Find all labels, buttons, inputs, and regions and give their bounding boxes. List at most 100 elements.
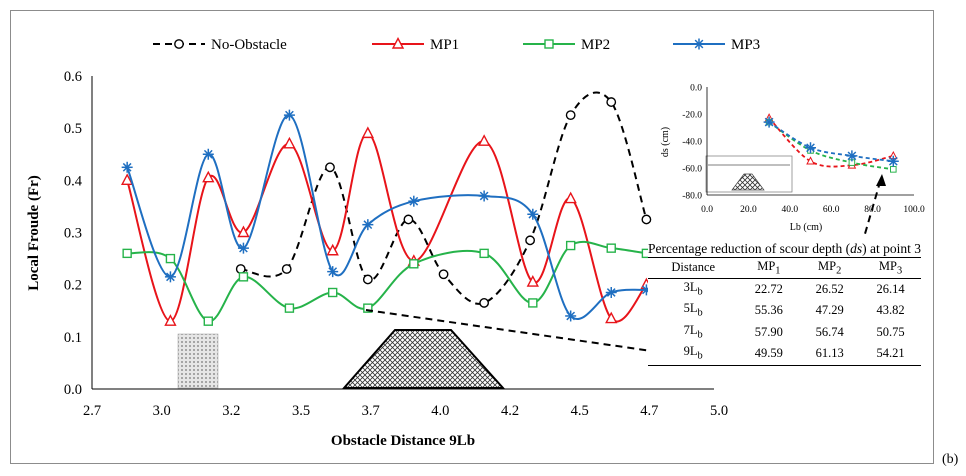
data-point-mp2 <box>203 316 213 326</box>
table-title: Percentage reduction of scour depth (ds)… <box>648 241 921 256</box>
data-point-mp1 <box>605 311 618 324</box>
data-point-mp2 <box>327 287 338 298</box>
inset-y-tick-label: -40.0 <box>682 138 702 148</box>
data-point-no-obstacle <box>479 298 490 308</box>
legend-label: No-Obstacle <box>211 37 287 53</box>
data-point-mp2 <box>409 259 419 269</box>
data-point-mp2 <box>606 243 616 253</box>
legend-label: MP2 <box>581 37 610 53</box>
data-point-no-obstacle <box>438 269 449 280</box>
inset-x-label: Lb (cm) <box>790 222 823 233</box>
y-tick-label: 0.1 <box>64 330 82 346</box>
legend-marker-icon <box>693 38 705 50</box>
data-point-mp3 <box>408 195 420 207</box>
inset-y-tick-label: -80.0 <box>682 192 702 202</box>
legend-marker-icon <box>544 39 554 49</box>
data-point-mp3 <box>605 286 617 298</box>
inset-x-tick-label: 20.0 <box>740 205 757 215</box>
data-point-mp3 <box>527 208 539 220</box>
data-point-mp3 <box>164 271 176 283</box>
data-point-mp1 <box>564 191 577 204</box>
data-point-mp2 <box>122 248 132 259</box>
x-tick-label: 3.2 <box>222 403 240 419</box>
inset-series-mp1 <box>768 117 894 168</box>
data-point-mp1 <box>326 243 339 256</box>
data-point-mp1 <box>526 275 539 287</box>
inset-x-tick-label: 100.0 <box>903 205 925 215</box>
x-tick-label: 4.0 <box>431 403 449 419</box>
x-axis-label: Obstacle Distance 9Lb <box>331 433 475 449</box>
inset-x-tick-label: 0.0 <box>701 205 713 215</box>
series-layer <box>120 91 653 326</box>
x-tick-label: 5.0 <box>710 403 728 419</box>
data-point-mp3 <box>327 266 339 278</box>
data-point-mp3 <box>478 190 490 202</box>
data-point-mp1 <box>120 173 134 186</box>
data-point-no-obstacle <box>325 162 335 173</box>
header-distance: Distance <box>648 257 739 279</box>
inset-y-tick-label: -20.0 <box>682 111 702 121</box>
inset-point-mp3 <box>887 155 899 167</box>
inset-point-mp1 <box>806 156 815 165</box>
header-mp2: MP2 <box>799 257 861 279</box>
data-point-mp1 <box>283 136 296 149</box>
inset-point-mp3 <box>805 142 816 154</box>
y-tick-label: 0.5 <box>64 121 82 137</box>
table-row: 5Lb 55.36 47.29 43.82 <box>683 301 905 319</box>
legend-marker-icon <box>174 39 184 49</box>
data-point-mp2 <box>284 303 295 313</box>
series-line-mp2 <box>127 240 647 323</box>
data-point-no-obstacle <box>362 274 373 285</box>
data-point-mp1 <box>237 225 250 238</box>
inset-point-mp3 <box>763 116 775 128</box>
inset-point-mp2 <box>890 166 897 173</box>
data-point-mp2 <box>165 253 176 264</box>
data-point-mp1 <box>164 314 177 326</box>
inset-point-mp3 <box>846 150 858 162</box>
obstacle-block-icon <box>177 333 219 389</box>
inset-series-mp2 <box>768 121 894 171</box>
data-point-mp2 <box>363 303 373 313</box>
figure-frame <box>10 10 934 464</box>
inset-x-tick-label: 40.0 <box>781 205 798 215</box>
data-point-no-obstacle <box>606 97 617 107</box>
x-tick-labels: 2.7 3.0 3.2 3.5 3.7 4.0 4.2 4.5 4.7 5.0 <box>83 403 728 419</box>
data-point-no-obstacle <box>403 214 414 225</box>
data-point-mp2 <box>479 248 489 259</box>
table-row: 3Lb 22.72 26.52 26.14 <box>683 279 905 298</box>
legend-marker-icon <box>391 36 405 49</box>
data-point-mp1 <box>477 134 491 146</box>
data-point-mp3 <box>202 148 214 160</box>
x-tick-label: 3.5 <box>292 403 310 419</box>
y-tick-label: 0.2 <box>64 278 82 294</box>
data-point-no-obstacle <box>641 214 652 225</box>
header-mp3: MP3 <box>860 257 921 279</box>
data-point-no-obstacle <box>565 110 576 121</box>
series-line-mp1 <box>126 132 648 323</box>
header-mp1: MP1 <box>738 257 800 279</box>
data-point-mp3 <box>283 109 295 121</box>
data-point-mp1 <box>361 126 375 139</box>
data-point-no-obstacle <box>281 264 292 274</box>
data-point-no-obstacle <box>525 235 536 246</box>
inset-series-mp3 <box>768 121 894 163</box>
table-row: 7Lb 57.90 56.74 50.75 <box>683 322 905 341</box>
data-point-mp2 <box>528 298 538 308</box>
data-point-mp3 <box>565 310 577 322</box>
reduction-table: Percentage reduction of scour depth (ds)… <box>648 238 921 384</box>
inset-chart: 0.0-20.0-40.0-60.0-80.00.0 20.0 40.0 60.0 80… <box>660 84 925 234</box>
inset-y-tick-label: 0.0 <box>690 84 702 94</box>
inset-x-tick-label: 60.0 <box>823 205 840 215</box>
data-point-mp2 <box>565 240 576 251</box>
y-tick-label: 0.3 <box>64 226 82 242</box>
data-point-mp3 <box>121 161 133 173</box>
inset-obstacle-icon <box>731 173 765 191</box>
x-tick-label: 4.5 <box>571 403 589 419</box>
y-tick-label: 0.0 <box>64 382 82 398</box>
x-tick-label: 3.7 <box>362 403 380 419</box>
inset-y-label: ds (cm) <box>660 127 671 157</box>
x-tick-label: 3.0 <box>153 403 171 419</box>
data-point-mp2 <box>238 272 249 282</box>
y-axis-label: Local Froude (Fr) <box>26 175 42 291</box>
arrow-head-icon-2 <box>876 174 886 186</box>
